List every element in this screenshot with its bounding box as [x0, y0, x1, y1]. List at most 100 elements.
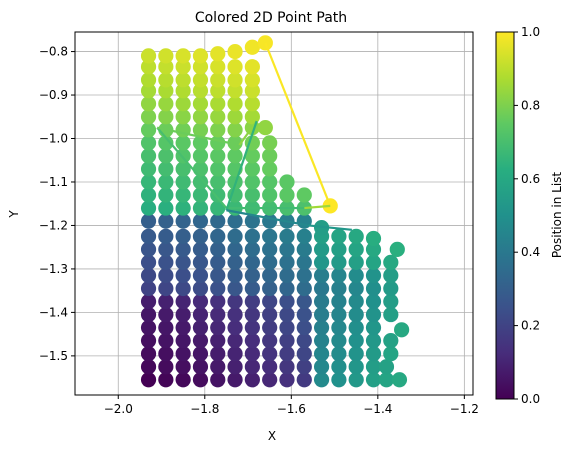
data-point — [140, 254, 157, 271]
data-point — [331, 254, 347, 271]
data-point — [192, 174, 209, 190]
data-point — [348, 254, 364, 271]
data-point — [192, 161, 209, 177]
data-point — [175, 346, 191, 362]
data-point — [227, 135, 243, 151]
data-point — [210, 241, 226, 257]
data-point — [140, 213, 157, 229]
data-point — [331, 346, 347, 362]
data-point — [210, 46, 226, 62]
data-point — [262, 241, 278, 257]
data-point — [227, 320, 243, 336]
x-tick-label: −1.4 — [363, 402, 392, 416]
data-point — [210, 135, 226, 151]
data-point — [279, 174, 295, 190]
data-point — [227, 109, 243, 125]
data-point — [140, 109, 157, 125]
data-point — [140, 346, 157, 362]
data-point — [365, 372, 382, 388]
colorbar-tick-label: 0.8 — [521, 98, 540, 112]
data-point — [210, 254, 226, 271]
data-point — [227, 96, 243, 112]
data-point — [279, 187, 295, 203]
data-point — [158, 72, 174, 88]
data-point — [158, 372, 174, 388]
data-point — [348, 267, 364, 284]
data-point — [296, 306, 312, 323]
data-point — [158, 359, 174, 375]
data-point — [296, 187, 312, 203]
path-segment — [226, 209, 309, 227]
data-point — [383, 280, 399, 297]
data-point — [383, 346, 399, 362]
data-point — [279, 280, 295, 297]
data-point — [227, 213, 243, 229]
data-point — [175, 228, 191, 244]
data-point — [279, 359, 295, 375]
data-point — [175, 267, 191, 284]
data-point — [140, 96, 157, 112]
data-point — [244, 109, 260, 125]
data-point — [210, 148, 226, 164]
data-point — [279, 320, 295, 336]
data-point — [296, 372, 312, 388]
data-point — [175, 200, 191, 216]
data-point — [331, 359, 347, 375]
data-point — [244, 148, 260, 164]
data-point — [331, 293, 347, 310]
data-point — [192, 122, 209, 138]
data-point — [227, 359, 243, 375]
data-point — [140, 187, 157, 203]
data-point — [210, 187, 226, 203]
data-point — [210, 59, 226, 75]
data-point — [192, 48, 209, 64]
data-point — [227, 372, 243, 388]
plot-area-frame — [74, 31, 474, 396]
data-point — [192, 293, 209, 310]
data-point — [244, 267, 260, 284]
data-point — [192, 228, 209, 244]
data-point — [313, 306, 330, 323]
data-point — [244, 293, 260, 310]
data-point — [331, 280, 347, 297]
data-point — [244, 213, 260, 229]
data-point — [210, 228, 226, 244]
data-point — [389, 241, 405, 257]
data-point — [158, 280, 174, 297]
data-point — [140, 174, 157, 190]
data-point — [227, 72, 243, 88]
path-segment — [264, 42, 332, 207]
data-point — [383, 333, 399, 349]
data-point — [227, 228, 243, 244]
data-point — [296, 346, 312, 362]
data-point — [175, 213, 191, 229]
data-point — [262, 187, 278, 203]
data-point — [192, 72, 209, 88]
data-point — [331, 228, 347, 244]
data-point — [210, 306, 226, 323]
data-point — [140, 372, 157, 388]
data-point — [192, 254, 209, 271]
data-point — [365, 346, 382, 362]
data-point — [262, 174, 278, 190]
data-point — [262, 359, 278, 375]
data-point — [158, 96, 174, 112]
data-point — [279, 228, 295, 244]
data-point — [175, 59, 191, 75]
data-point — [158, 293, 174, 310]
data-point — [348, 372, 364, 388]
data-point — [348, 228, 364, 244]
data-point — [331, 372, 347, 388]
data-point — [331, 320, 347, 336]
data-point — [227, 83, 243, 99]
data-point — [227, 241, 243, 257]
data-point — [227, 267, 243, 284]
data-point — [140, 200, 157, 216]
data-point — [140, 306, 157, 323]
data-point — [244, 333, 260, 349]
data-point — [140, 228, 157, 244]
data-point — [244, 72, 260, 88]
data-point — [279, 346, 295, 362]
data-point — [210, 161, 226, 177]
